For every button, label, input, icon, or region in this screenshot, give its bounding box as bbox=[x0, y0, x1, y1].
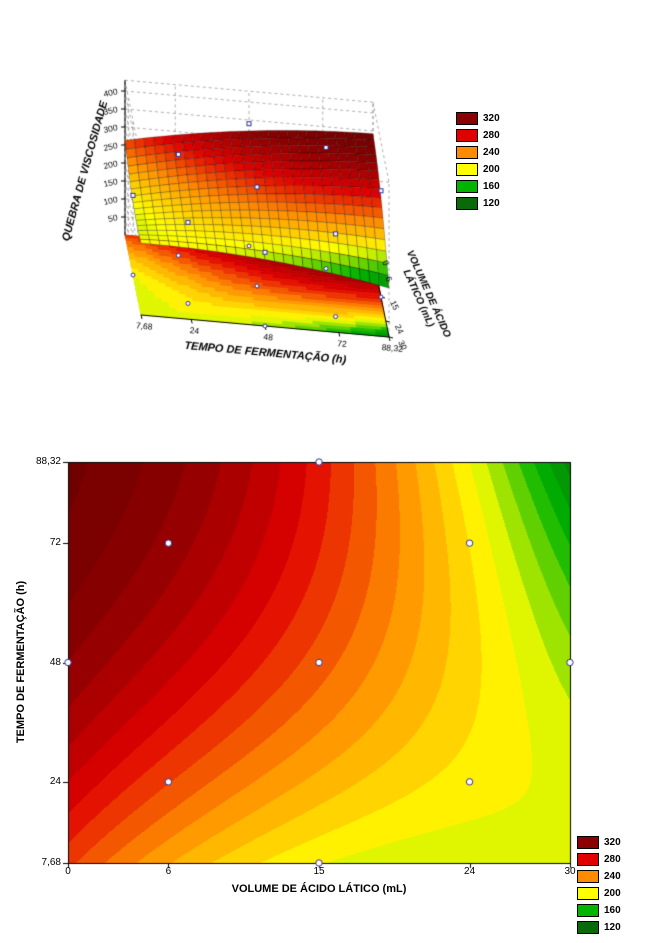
legend-item: 280 bbox=[456, 129, 500, 142]
legend-label: 280 bbox=[604, 854, 621, 865]
contour-y-tick-label: 7,68 bbox=[41, 857, 61, 868]
legend-swatch bbox=[456, 112, 478, 125]
legend-swatch bbox=[577, 921, 599, 934]
legend-label: 160 bbox=[604, 905, 621, 916]
legend-label: 320 bbox=[604, 837, 621, 848]
legend-swatch bbox=[577, 904, 599, 917]
contour-y-tick-label: 88,32 bbox=[35, 456, 61, 467]
contour-y-tick-label: 24 bbox=[49, 775, 61, 787]
legend-item: 280 bbox=[577, 853, 621, 866]
legend-item: 240 bbox=[577, 870, 621, 883]
legend-item: 160 bbox=[456, 180, 500, 193]
legend-item: 160 bbox=[577, 904, 621, 917]
legend-swatch bbox=[456, 129, 478, 142]
legend-item: 240 bbox=[456, 146, 500, 159]
contour-y-tick-label: 72 bbox=[49, 537, 61, 549]
legend-label: 160 bbox=[483, 181, 500, 192]
legend-item: 200 bbox=[456, 163, 500, 176]
contour-x-axis-title: VOLUME DE ÁCIDO LÁTICO (mL) bbox=[231, 883, 407, 895]
legend-swatch bbox=[456, 197, 478, 210]
surface-plot-legend: 320 280 240 200 160 120 bbox=[456, 112, 500, 210]
contour-y-tick-label: 48 bbox=[49, 656, 61, 668]
legend-label: 280 bbox=[483, 130, 500, 141]
legend-swatch bbox=[577, 870, 599, 883]
legend-swatch bbox=[456, 146, 478, 159]
contour-x-tick-label: 6 bbox=[165, 866, 172, 877]
legend-label: 200 bbox=[483, 164, 500, 175]
legend-label: 240 bbox=[483, 147, 500, 158]
legend-label: 120 bbox=[604, 922, 621, 933]
legend-item: 320 bbox=[577, 836, 621, 849]
legend-item: 120 bbox=[577, 921, 621, 934]
contour-x-tick-label: 15 bbox=[313, 866, 325, 877]
legend-swatch bbox=[456, 180, 478, 193]
contour-x-tick-label: 24 bbox=[464, 866, 476, 877]
contour-x-tick-label: 0 bbox=[65, 866, 71, 877]
legend-item: 200 bbox=[577, 887, 621, 900]
legend-label: 200 bbox=[604, 888, 621, 899]
legend-swatch bbox=[577, 853, 599, 866]
legend-item: 320 bbox=[456, 112, 500, 125]
legend-swatch bbox=[456, 163, 478, 176]
contour-x-tick-label: 30 bbox=[564, 866, 576, 877]
legend-label: 240 bbox=[604, 871, 621, 882]
legend-label: 320 bbox=[483, 113, 500, 124]
legend-swatch bbox=[577, 887, 599, 900]
legend-label: 120 bbox=[483, 198, 500, 209]
legend-item: 120 bbox=[456, 197, 500, 210]
legend-swatch bbox=[577, 836, 599, 849]
contour-plot-legend: 320 280 240 200 160 120 bbox=[577, 836, 621, 934]
